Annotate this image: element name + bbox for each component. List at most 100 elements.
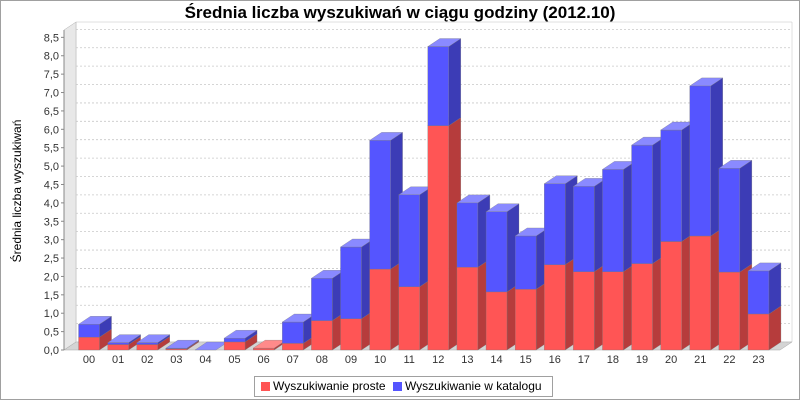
- bar-proste: [689, 235, 711, 351]
- bar-katalog-top: [718, 160, 753, 169]
- y-tick-label: 3,0: [44, 235, 59, 247]
- legend-label: Wyszukiwanie proste: [273, 379, 386, 393]
- y-tick-label: 5,5: [44, 143, 59, 155]
- bar-proste: [311, 320, 333, 351]
- x-tick-label: 19: [636, 354, 648, 366]
- bar-proste: [398, 286, 420, 351]
- bar-katalog-top: [689, 77, 724, 87]
- x-tick-label: 02: [141, 354, 153, 366]
- bar-proste: [369, 268, 391, 351]
- y-tick-label: 2,0: [44, 271, 59, 283]
- bar-proste: [747, 313, 770, 351]
- bar-katalog-side: [448, 38, 461, 126]
- x-tick-label: 23: [752, 354, 764, 366]
- bar-proste: [544, 264, 566, 351]
- bar-proste: [282, 343, 304, 351]
- bar-katalog: [136, 342, 158, 345]
- bar-proste: [78, 336, 100, 351]
- bar-proste: [165, 348, 187, 351]
- bar-katalog-top: [543, 175, 578, 184]
- x-tick-label: 10: [374, 354, 386, 366]
- legend-swatch: [392, 382, 402, 391]
- bar-proste: [427, 125, 449, 351]
- bar-katalog-top: [369, 132, 404, 141]
- chart-legend: Wyszukiwanie proste Wyszukiwanie w katal…: [254, 376, 553, 397]
- bar-katalog-top: [747, 262, 782, 272]
- bar-katalog: [282, 321, 304, 344]
- axis-layer: 0,0 0,5 1,0 1,5 2,0 2,5 3,0 3,5 4,0 4,5 5,0 5,5 6,0 6…: [44, 30, 65, 357]
- x-tick-label: 01: [112, 354, 124, 366]
- x-tick-label: 06: [258, 354, 270, 366]
- bar-katalog: [107, 342, 129, 345]
- bar-proste: [253, 348, 275, 351]
- legend-swatch: [261, 382, 270, 391]
- bar-katalog-top: [456, 194, 491, 204]
- y-tick-label: 6,5: [44, 106, 59, 118]
- y-tick-label: 1,0: [44, 308, 59, 320]
- legend-item: Wyszukiwanie proste: [261, 379, 386, 393]
- bar-katalog: [602, 169, 624, 272]
- bar-katalog-top: [78, 316, 113, 325]
- bar-katalog: [78, 324, 100, 338]
- x-tick-label: 03: [170, 354, 182, 366]
- y-tick-label: 0,0: [44, 345, 59, 357]
- bar-proste: [514, 289, 537, 351]
- bar-katalog-top: [136, 334, 171, 343]
- y-tick-label: 1,5: [44, 290, 59, 302]
- x-tick-label: 17: [578, 354, 590, 366]
- y-tick-label: 8,0: [44, 51, 59, 63]
- x-tick-label: 22: [723, 354, 735, 366]
- bar-proste: [718, 271, 740, 351]
- x-tick-label: 09: [345, 354, 357, 366]
- x-tick-label: 00: [83, 354, 95, 366]
- x-tick-label: 15: [519, 354, 531, 366]
- y-tick-label: 4,5: [44, 179, 59, 191]
- bar-katalog-side: [768, 262, 782, 315]
- bar-proste: [660, 241, 682, 351]
- bar-katalog: [398, 194, 420, 287]
- bar-katalog: [223, 338, 246, 343]
- bar-proste: [456, 267, 479, 351]
- legend-label: Wyszukiwanie w katalogu: [404, 379, 542, 393]
- bar-katalog-top: [485, 203, 520, 212]
- x-tick-label: 08: [316, 354, 328, 366]
- x-tick-label: 07: [287, 354, 299, 366]
- bar-katalog: [456, 202, 479, 268]
- x-tick-label: 21: [694, 354, 706, 366]
- label-layer: 00 01 02 03 04 05 06 07 08 09 10 11 12 13 14 15 16 17 18 19…: [83, 354, 765, 366]
- legend-item: Wyszukiwanie w katalogu: [392, 379, 542, 393]
- bar-proste: [223, 341, 246, 351]
- x-tick-label: 20: [665, 354, 677, 366]
- bar-katalog-top: [165, 340, 200, 349]
- bar-proste: [573, 271, 595, 351]
- bar-katalog-top: [223, 330, 258, 339]
- side-wall: [63, 21, 77, 351]
- chart-title: Średnia liczba wyszukiwań w ciągu godzin…: [184, 3, 616, 22]
- bar-layer: [78, 38, 782, 351]
- bar-katalog: [369, 140, 391, 270]
- bar-proste: [136, 344, 158, 351]
- x-tick-label: 11: [403, 354, 414, 366]
- y-tick-label: 7,0: [44, 88, 59, 100]
- bar-proste: [631, 263, 653, 351]
- bar-katalog: [485, 211, 508, 293]
- y-axis-label: Średnia liczba wyszukiwań: [9, 120, 24, 263]
- y-tick-label: 3,5: [44, 216, 59, 228]
- y-tick-label: 8,5: [44, 32, 59, 44]
- bar-proste: [485, 291, 508, 351]
- bar-katalog: [544, 183, 566, 265]
- y-tick-label: 6,0: [44, 124, 59, 136]
- bar-katalog: [689, 85, 711, 237]
- x-tick-label: 13: [461, 354, 473, 366]
- bar-katalog: [514, 235, 537, 290]
- bar-katalog-top: [427, 38, 462, 47]
- bar-proste: [602, 271, 624, 351]
- bar-katalog: [747, 270, 770, 315]
- bar-katalog: [573, 186, 595, 272]
- bar-katalog-side: [739, 160, 752, 273]
- bar-katalog-top: [107, 334, 142, 343]
- x-tick-label: 16: [549, 354, 561, 366]
- bar-katalog: [427, 46, 449, 126]
- x-tick-label: 12: [432, 354, 444, 366]
